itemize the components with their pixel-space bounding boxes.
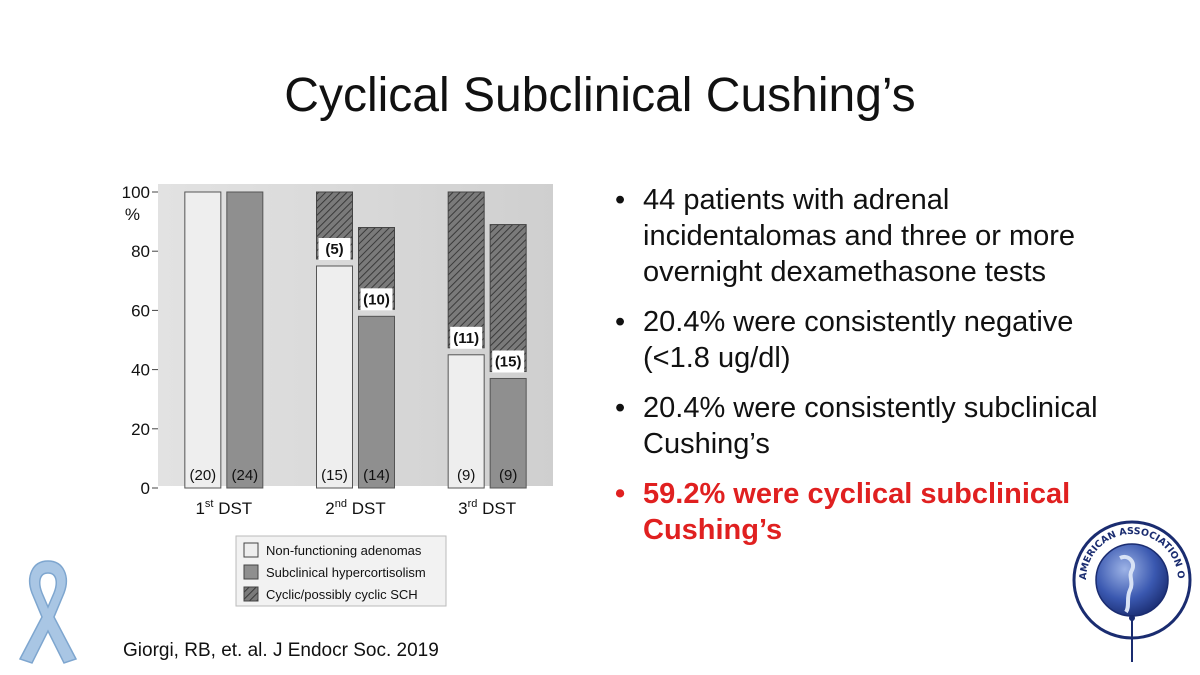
x-tick-label: 2nd DST: [325, 498, 385, 518]
data-label-bg: [318, 238, 351, 260]
x-tick-label-base: 1: [195, 499, 204, 518]
bullet-dot: •: [615, 184, 626, 216]
legend-box: [235, 535, 447, 607]
legend-swatch: [243, 586, 259, 602]
x-tick-label-base: 2: [325, 499, 334, 518]
legend-label: Subclinical hypercortisolism: [266, 565, 426, 580]
bar-chart: 0 20 40 60 80 100% (20) (24) 1st DST (5) (15) (10) (…: [108, 176, 564, 608]
bullet-item-highlight: • 59.2% were cyclical subclinical Cushing…: [615, 476, 1115, 548]
data-label-cyclic: (15): [495, 353, 522, 370]
citation: Giorgi, RB, et. al. J Endocr Soc. 2019: [123, 640, 439, 661]
bullet-text: 20.4% were consistently negative (<1.8 u…: [643, 306, 1074, 374]
bar-subclinical: [358, 315, 395, 489]
legend-swatch: [243, 564, 259, 580]
x-tick-label-suffix: DST: [213, 499, 252, 518]
data-label-bg: [492, 350, 525, 373]
data-label-stable: (14): [363, 467, 390, 484]
bar-nonfunctioning: [447, 354, 485, 489]
data-label-stable: (24): [231, 467, 258, 484]
x-tick-label-sup: rd: [468, 498, 478, 510]
data-label-cyclic: (11): [453, 330, 479, 347]
awareness-ribbon-icon: [18, 560, 78, 664]
data-label-stable: (9): [457, 467, 475, 484]
bullet-item: • 44 patients with adrenal incidentalomas…: [615, 182, 1115, 290]
data-label-stable: (20): [189, 467, 216, 484]
y-tick-label: 20: [131, 420, 150, 439]
legend-label: Non-functioning adenomas: [266, 543, 422, 558]
y-tick-label: 80: [131, 242, 150, 261]
bullet-item: • 20.4% were consistently negative (<1.8 …: [615, 304, 1115, 376]
bar-nonfunctioning: [316, 265, 353, 489]
y-tick-label: 40: [131, 361, 150, 380]
data-label-cyclic: (10): [363, 291, 390, 308]
data-label-bg: [450, 326, 483, 349]
bullet-text: 59.2% were cyclical subclinical Cushing’…: [643, 478, 1071, 546]
bullet-text: 20.4% were consistently subclinical Cush…: [643, 392, 1098, 460]
x-tick-label-sup: nd: [335, 498, 347, 510]
bullet-dot: •: [615, 392, 626, 424]
data-label-bg: [360, 288, 393, 311]
x-tick-label-sup: st: [205, 498, 214, 510]
bar-nonfunctioning: [184, 191, 222, 489]
x-tick-label: 1st DST: [195, 498, 252, 518]
bar-subclinical: [226, 191, 264, 489]
bar-cyclic: [447, 191, 485, 349]
bullet-text: 44 patients with adrenal incidentalomas …: [643, 184, 1076, 288]
data-label-cyclic: (5): [325, 241, 343, 258]
aaes-seal-icon: AMERICAN ASSOCIATION OF ENDOCRINE SURGEO…: [1070, 518, 1192, 662]
data-label-stable: (15): [321, 467, 348, 484]
bar-cyclic: [489, 224, 527, 372]
x-tick-label: 3rd DST: [458, 498, 516, 518]
legend-swatch: [243, 542, 259, 558]
x-tick-label-suffix: DST: [477, 499, 516, 518]
y-tick-label: 100: [122, 183, 150, 202]
bullet-list: • 44 patients with adrenal incidentalomas…: [615, 182, 1115, 562]
y-axis-unit: %: [125, 205, 140, 224]
y-tick-label: 60: [131, 301, 150, 320]
page-title: Cyclical Subclinical Cushing’s: [284, 69, 916, 122]
bar-subclinical: [489, 377, 527, 489]
legend-label: Cyclic/possibly cyclic SCH: [266, 587, 418, 602]
bullet-dot: •: [615, 306, 626, 338]
x-tick-label-suffix: DST: [347, 499, 386, 518]
bullet-dot: •: [615, 478, 626, 510]
bullet-item: • 20.4% were consistently subclinical Cus…: [615, 390, 1115, 462]
data-label-stable: (9): [499, 467, 517, 484]
chart-svg: 0 20 40 60 80 100% (20) (24) 1st DST (5) (15) (10) (…: [122, 183, 553, 607]
y-tick-label: 0: [141, 479, 150, 498]
plot-background: [158, 184, 553, 486]
x-tick-label-base: 3: [458, 499, 467, 518]
